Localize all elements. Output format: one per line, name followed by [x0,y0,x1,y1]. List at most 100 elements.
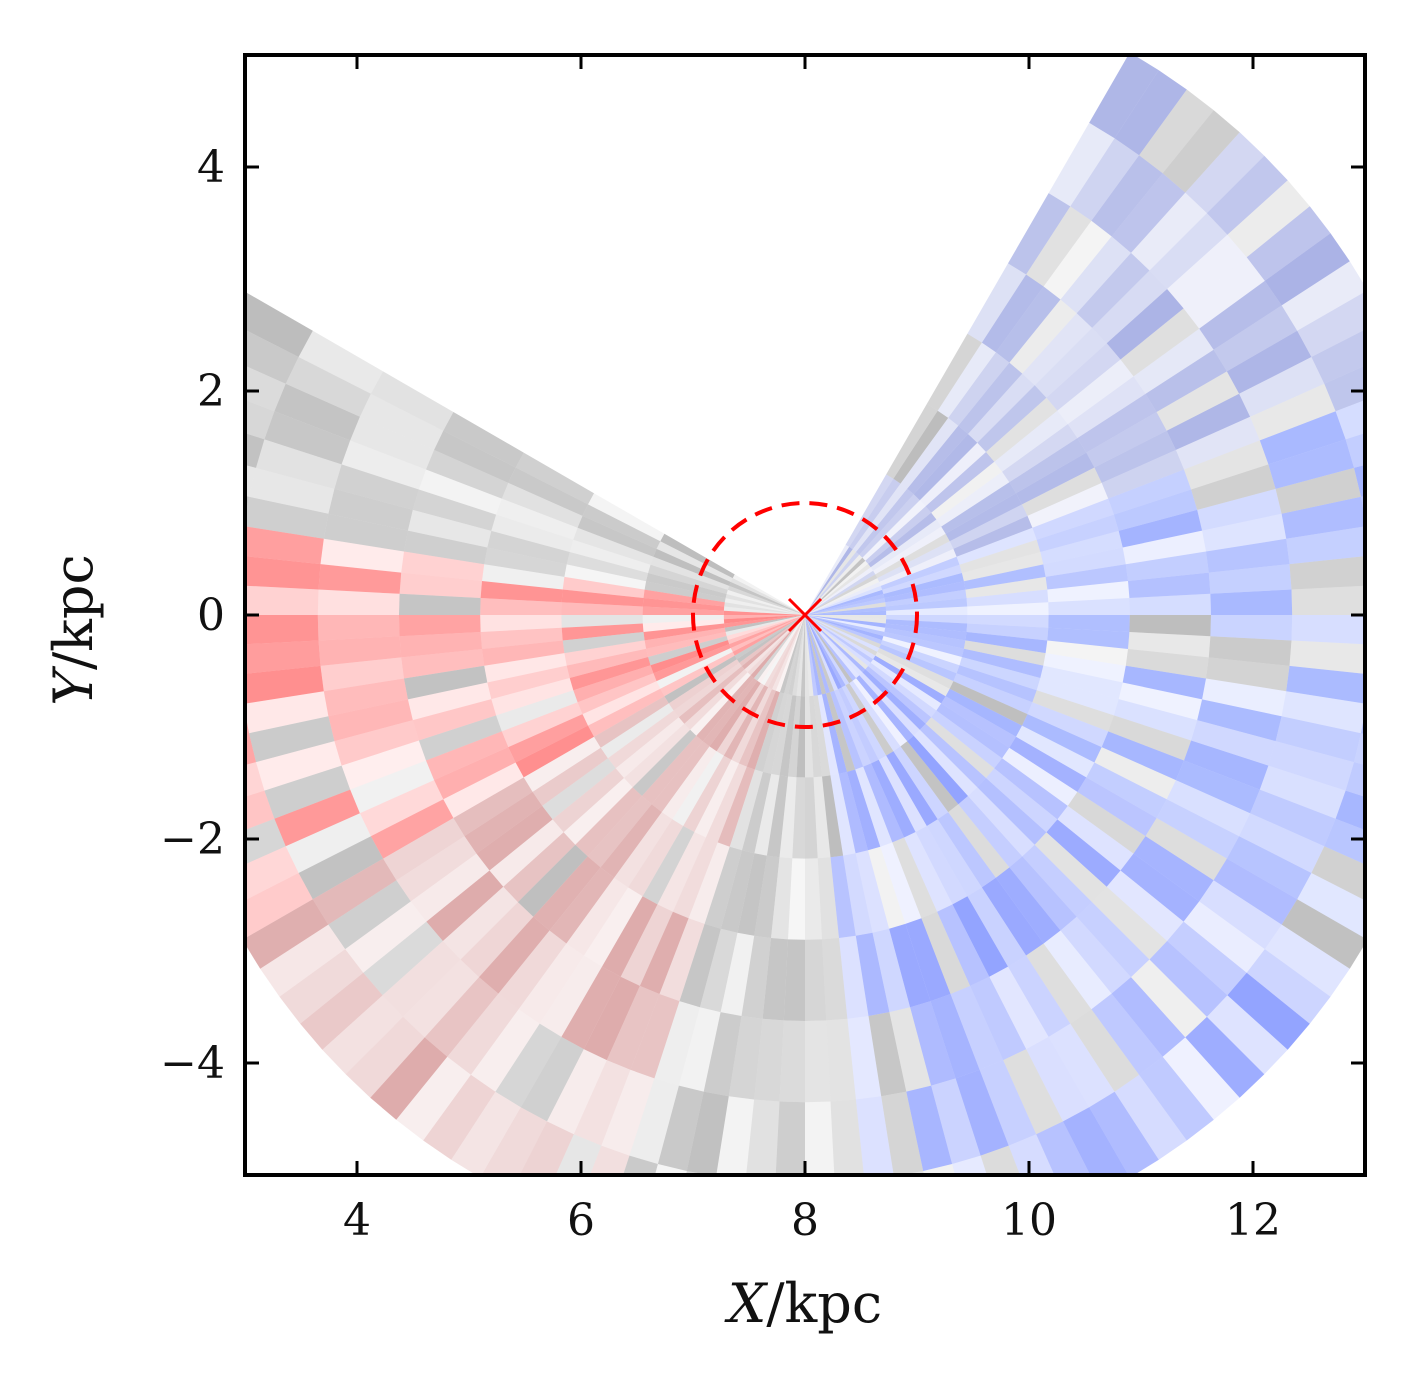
heatmap-cell-617 [879,548,957,586]
heatmap-cell-428 [1009,856,1077,931]
dashed-circle [691,501,919,729]
heatmap-cell-58 [562,576,645,598]
heatmap-cell-291 [737,853,767,936]
heatmap-cell-568 [805,606,887,615]
heatmap-cell-614 [1259,411,1346,465]
heatmap-cell-230 [470,1009,540,1092]
heatmap-cell-446 [1149,941,1228,1017]
heatmap-cell-332 [822,938,848,1021]
heatmap-cell-331 [817,857,839,940]
heatmap-cell-228 [566,877,629,956]
heatmap-cell-385 [838,687,879,764]
heatmap-cell-456 [805,615,871,667]
heatmap-cell-469 [1133,836,1214,902]
heatmap-cell-455 [1227,972,1310,1050]
heatmap-cell-674 [919,442,986,507]
heatmap-cell-201 [690,672,751,736]
heatmap-cell-658 [931,461,1003,520]
heatmap-cell-425 [856,675,914,742]
heatmap-cell-47 [245,464,256,497]
heatmap-cell-367 [952,1155,987,1175]
heatmap-cell-495 [1311,846,1365,901]
heatmap-cell-684 [1022,313,1093,386]
heatmap-cell-441 [862,669,926,730]
heatmap-cell-599 [1354,464,1365,497]
heatmap-cell-146 [582,681,661,726]
heatmap-cell-661 [1120,308,1200,377]
heatmap-cell-659 [994,410,1068,472]
heatmap-cell-657 [868,512,937,568]
heatmap-cell-45 [328,488,413,531]
heatmap-cell-7 [245,291,313,357]
heatmap-cell-487 [1297,873,1365,939]
heatmap-cell-370 [855,766,893,847]
heatmap-cell-134 [264,765,351,819]
heatmap-cell-481 [875,651,950,697]
heatmap-cell-109 [323,678,408,717]
heatmap-cell-22 [274,383,360,441]
heatmap-cell-535 [1361,711,1365,735]
heatmap-cell-604 [1113,489,1198,531]
heatmap-cell-294 [686,1091,729,1175]
heatmap-cell-44 [407,509,492,548]
heatmap-cell-69 [318,564,402,594]
heatmap-cell-480 [805,615,878,656]
heatmap-cell-299 [754,855,780,938]
heatmap-cell-623 [1324,365,1365,412]
heatmap-cell-373 [930,994,980,1079]
heatmap-cell-505 [880,640,960,674]
heatmap-cell-261 [606,985,660,1070]
heatmap-cell-546 [966,623,1049,641]
heatmap-cell-222 [447,993,519,1075]
heatmap-cell-277 [654,1001,700,1086]
heatmap-cell-338 [822,775,844,858]
heatmap-cell-66 [561,589,644,607]
heatmap-cell-392 [805,615,846,688]
heatmap-cell-30 [264,411,351,465]
heatmap-cell-152 [732,615,805,656]
heatmap-cell-554 [967,615,1049,628]
heatmap-cell-194 [624,723,691,788]
heatmap-cell-321 [805,696,814,778]
heatmap-cell-585 [884,581,966,603]
heatmap-cell-313 [796,696,805,778]
heatmap-cell-70 [245,556,321,590]
heatmap-cell-383 [1008,1134,1055,1175]
heatmap-cell-490 [949,681,1028,726]
heatmap-cell-139 [501,702,583,748]
heatmap-cell-193 [684,669,748,730]
heatmap-cell-416 [805,615,857,681]
heatmap-cell-189 [426,870,504,941]
heatmap-cell-298 [766,775,788,858]
heatmap-cell-655 [1264,233,1350,306]
heatmap-cell-380 [921,911,971,994]
heatmap-cell-301 [728,1016,763,1100]
heatmap-cell-174 [328,880,411,950]
heatmap-cell-344 [805,615,822,696]
heatmap-cell-611 [1032,498,1114,540]
heatmap-cell-547 [1047,627,1130,649]
heatmap-cell-559 [1373,615,1425,649]
heatmap-cell-582 [1286,526,1365,565]
heatmap-cell-343 [864,1176,906,1261]
heatmap-cell-391 [1036,1121,1091,1175]
heatmap-cell-393 [841,685,887,760]
heatmap-cell-40 [725,594,805,615]
heatmap-cell-91 [480,627,563,649]
heatmap-cell-648 [805,567,874,615]
heatmap-cell-685 [1076,252,1150,328]
heatmap-cell-692 [1009,299,1077,374]
heatmap-cell-107 [484,653,567,683]
heatmap-cell-575 [1370,547,1425,585]
heatmap-cell-372 [905,918,951,1002]
heatmap-cell-376 [805,615,838,691]
heatmap-cell-36 [412,489,497,531]
heatmap-cell-130 [573,665,654,703]
heatmap-cell-26 [573,527,654,565]
heatmap-cell-430 [1111,977,1186,1057]
heatmap-cell-378 [863,763,905,843]
heatmap-cell-155 [515,725,594,778]
heatmap-cell-254 [547,1049,607,1135]
heatmap-cell-88 [723,615,805,624]
heatmap-cell-190 [363,921,443,996]
